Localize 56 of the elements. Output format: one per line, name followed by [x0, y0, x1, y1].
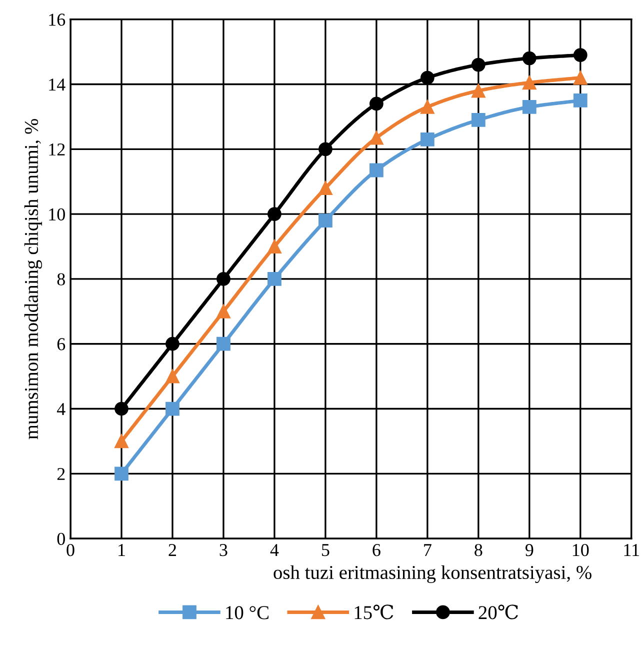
x-tick-label: 4: [270, 544, 279, 556]
legend-label: 10 °C: [226, 606, 268, 620]
point: [369, 130, 384, 145]
point: [166, 402, 180, 416]
x-tick-label: 8: [474, 544, 482, 556]
y-tick-label: 8: [57, 273, 65, 286]
point: [369, 163, 384, 178]
point: [420, 100, 434, 114]
y-axis-title: mumsimon moddaning chiqish unumi, %: [24, 118, 42, 440]
point: [522, 100, 536, 114]
point: [573, 70, 588, 85]
x-tick-label: 11: [624, 544, 639, 556]
x-tick-label: 10: [572, 544, 589, 556]
point: [268, 240, 282, 254]
y-tick-label: 4: [56, 403, 66, 416]
point: [216, 336, 230, 351]
point: [471, 58, 486, 72]
y-tick-label: 6: [57, 338, 66, 350]
x-tick-label: 9: [525, 544, 534, 556]
point: [114, 402, 128, 416]
y-tick-label: 14: [49, 78, 66, 91]
y-tick-label: 0: [57, 532, 65, 546]
point: [522, 76, 536, 90]
x-tick-label: 1: [118, 544, 125, 556]
point: [471, 113, 486, 127]
y-tick-label: 12: [49, 143, 65, 156]
x-axis-title: osh tuzi eritmasining konsentratsiyasi, %: [274, 565, 592, 584]
point: [114, 466, 128, 481]
x-tick-label: 2: [168, 544, 176, 556]
point: [166, 369, 180, 384]
x-tick-label: 3: [220, 544, 228, 556]
y-tick-label: 10: [49, 208, 65, 220]
point: [420, 70, 434, 85]
point: [318, 181, 332, 196]
point: [522, 51, 536, 66]
y-tick-label: 2: [57, 468, 65, 480]
point: [268, 207, 282, 222]
x-tick-label: 6: [372, 544, 380, 556]
point: [471, 84, 486, 98]
point: [318, 214, 332, 228]
point: [216, 304, 230, 318]
x-tick-label: 0: [66, 544, 74, 556]
point: [166, 336, 180, 351]
y-tick-label: 16: [49, 14, 66, 26]
x-tick-label: 7: [424, 544, 432, 556]
point: [318, 142, 332, 156]
point: [268, 272, 282, 286]
point: [369, 96, 384, 111]
point: [573, 94, 588, 108]
x-tick-label: 5: [322, 544, 330, 556]
point: [216, 272, 230, 286]
point: [420, 132, 434, 146]
point: [573, 48, 588, 62]
legend-label: 15℃: [354, 604, 394, 620]
point: [114, 434, 128, 448]
legend-label: 20℃: [478, 604, 518, 620]
